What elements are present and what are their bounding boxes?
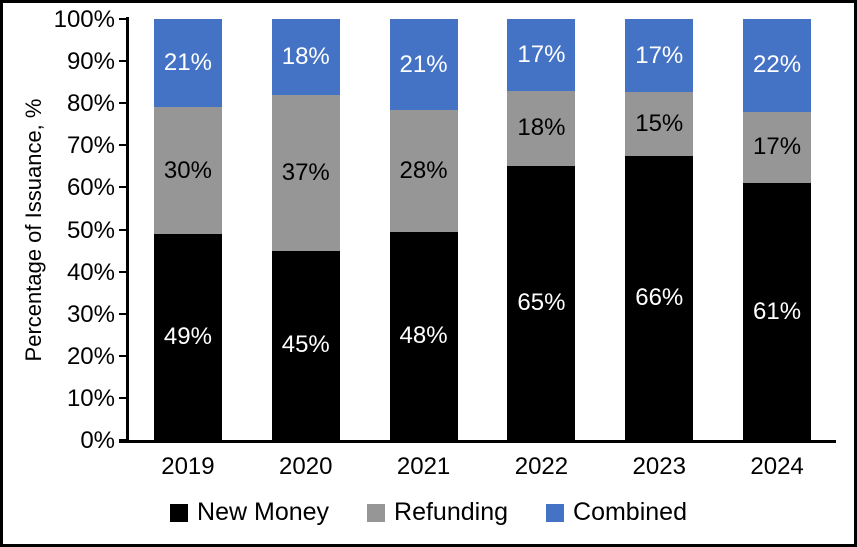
y-tick-label: 50% bbox=[66, 216, 115, 244]
bar-data-label: 21% bbox=[163, 49, 212, 77]
y-tick-label: 70% bbox=[66, 132, 115, 160]
x-category-label: 2021 bbox=[396, 453, 451, 480]
bar-segment-refunding: 15% bbox=[625, 92, 694, 157]
bar-segment-refunding: 37% bbox=[271, 94, 340, 251]
bar-segment-new-money: 48% bbox=[389, 231, 458, 440]
y-tick-label: 40% bbox=[66, 258, 115, 286]
legend-label: Refunding bbox=[394, 498, 509, 526]
legend-item-refunding: Refunding bbox=[367, 498, 508, 527]
bar-data-label: 61% bbox=[753, 297, 802, 325]
bar-segment-new-money: 45% bbox=[271, 250, 340, 440]
bar-data-label: 15% bbox=[635, 110, 684, 138]
y-tick-mark bbox=[119, 354, 127, 357]
legend-label: New Money bbox=[197, 498, 330, 526]
y-tick-mark bbox=[119, 270, 127, 273]
y-tick-mark bbox=[119, 102, 127, 105]
bar-data-label: 28% bbox=[399, 156, 448, 184]
bar-segment-combined: 17% bbox=[507, 19, 576, 91]
bar-data-label: 37% bbox=[281, 158, 330, 186]
y-tick-mark bbox=[119, 186, 127, 189]
y-tick-label: 60% bbox=[66, 174, 115, 202]
bar-segment-combined: 18% bbox=[271, 19, 340, 95]
y-tick-label: 10% bbox=[66, 384, 115, 412]
legend-swatch-icon bbox=[170, 503, 189, 522]
legend: New Money Refunding Combined bbox=[3, 498, 854, 527]
legend-swatch-icon bbox=[546, 503, 565, 522]
y-tick-mark bbox=[119, 228, 127, 231]
bar-data-label: 65% bbox=[517, 289, 566, 317]
x-category-label: 2020 bbox=[279, 453, 333, 480]
y-tick-label: 90% bbox=[66, 48, 115, 76]
legend-item-combined: Combined bbox=[546, 498, 687, 527]
bar-data-label: 30% bbox=[163, 156, 212, 184]
x-category-label: 2019 bbox=[161, 453, 215, 480]
bar-data-label: 18% bbox=[281, 42, 330, 70]
bar-segment-refunding: 28% bbox=[389, 110, 458, 232]
bar-data-label: 49% bbox=[163, 322, 212, 350]
bar-segment-new-money: 49% bbox=[153, 233, 222, 440]
bar-segment-combined: 17% bbox=[625, 19, 694, 93]
bar-segment-new-money: 66% bbox=[625, 156, 694, 440]
bar-data-label: 17% bbox=[517, 40, 566, 68]
y-tick-label: 80% bbox=[66, 90, 115, 118]
bar-data-label: 22% bbox=[753, 51, 802, 79]
bar-segment-refunding: 30% bbox=[153, 107, 222, 234]
bar-data-label: 45% bbox=[281, 331, 330, 359]
y-tick-mark bbox=[119, 18, 127, 20]
y-tick-label: 20% bbox=[66, 342, 115, 370]
bar-data-label: 48% bbox=[399, 321, 448, 349]
x-category-label: 2022 bbox=[514, 453, 569, 480]
bar-segment-refunding: 18% bbox=[507, 90, 576, 167]
y-tick-mark bbox=[119, 396, 127, 399]
bar-segment-combined: 22% bbox=[743, 19, 812, 112]
x-axis-line bbox=[119, 440, 836, 443]
bar-segment-new-money: 61% bbox=[743, 183, 812, 440]
y-tick-label: 0% bbox=[80, 427, 115, 454]
bar-segment-refunding: 17% bbox=[743, 111, 812, 184]
bar-data-label: 17% bbox=[753, 133, 802, 161]
bar-data-label: 17% bbox=[635, 41, 684, 69]
bar-segment-combined: 21% bbox=[389, 19, 458, 111]
x-category-label: 2024 bbox=[750, 453, 804, 480]
bar-segment-new-money: 65% bbox=[507, 166, 576, 440]
bar-data-label: 21% bbox=[399, 50, 448, 78]
legend-label: Combined bbox=[573, 498, 687, 526]
y-tick-mark bbox=[119, 144, 127, 147]
bar-data-label: 66% bbox=[635, 284, 684, 312]
x-category-label: 2023 bbox=[632, 453, 686, 480]
bar-data-label: 18% bbox=[517, 114, 566, 142]
y-tick-mark bbox=[119, 60, 127, 63]
y-tick-mark bbox=[119, 312, 127, 315]
legend-item-new-money: New Money bbox=[170, 498, 329, 527]
y-tick-label: 30% bbox=[66, 300, 115, 328]
legend-swatch-icon bbox=[367, 503, 386, 522]
y-tick-label: 100% bbox=[53, 6, 115, 33]
bar-segment-combined: 21% bbox=[153, 19, 222, 108]
y-axis-line bbox=[126, 17, 129, 443]
